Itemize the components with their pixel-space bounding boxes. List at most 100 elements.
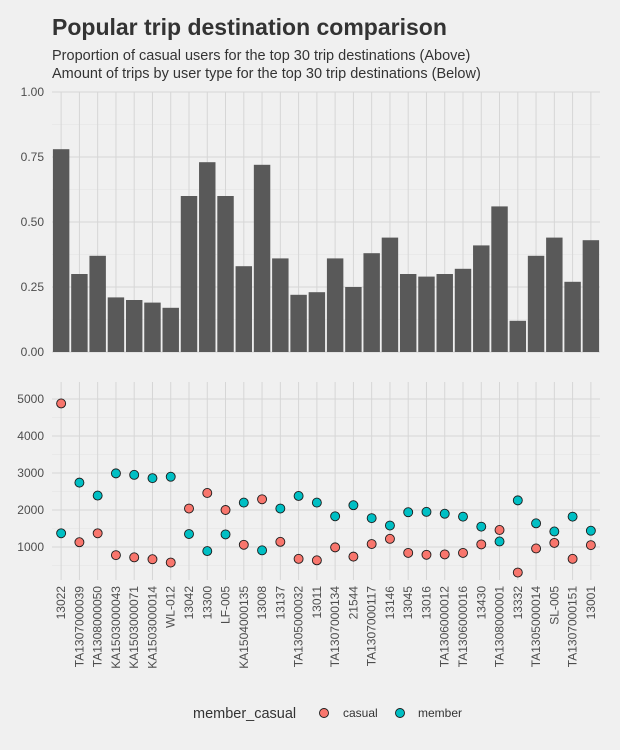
point-casual-SL-005 <box>549 537 560 548</box>
point-casual-13332 <box>512 567 523 578</box>
point-casual-13146 <box>384 533 395 544</box>
point-casual-TA1308000050 <box>92 528 103 539</box>
bar-TA1306000012 <box>436 274 453 352</box>
point-member-TA1308000050 <box>92 490 103 501</box>
x-tick-label: TA1307000117 <box>365 586 379 667</box>
x-tick-label: KA1503000014 <box>145 586 159 669</box>
point-member-13011 <box>311 497 322 508</box>
bar-TA1308000001 <box>491 206 508 352</box>
legend: member_casual casual member <box>193 706 462 722</box>
x-tick-label: TA1308000050 <box>91 586 105 668</box>
point-member-13146 <box>384 520 395 531</box>
point-member-SL-005 <box>549 526 560 537</box>
x-tick-label: 21544 <box>346 586 360 620</box>
bar-TA1307000151 <box>564 281 581 352</box>
x-tick-label: 13016 <box>419 586 433 620</box>
x-tick-label: KA1503000043 <box>109 586 123 669</box>
point-member-TA1307000134 <box>330 511 341 522</box>
point-member-TA1307000151 <box>567 511 578 522</box>
bottom-y-tick-label: 1000 <box>17 540 44 554</box>
bar-13022 <box>52 149 70 352</box>
bar-13042 <box>180 196 198 352</box>
x-tick-label: KA1503000071 <box>127 586 141 669</box>
x-tick-label: 13045 <box>401 586 415 620</box>
point-member-TA1307000039 <box>74 477 85 488</box>
point-member-21544 <box>348 500 359 511</box>
point-casual-KA1503000043 <box>110 550 121 561</box>
point-casual-13022 <box>56 398 67 409</box>
point-member-TA1306000012 <box>439 508 450 519</box>
x-tick-label: 13011 <box>310 586 324 619</box>
bottom-gridlines <box>52 382 600 580</box>
top-y-tick-label: 0.50 <box>21 215 45 229</box>
point-casual-13016 <box>421 549 432 560</box>
bar-13137 <box>272 258 289 352</box>
bar-TA1306000016 <box>454 268 472 352</box>
point-member-KA1503000043 <box>110 468 121 479</box>
bar-KA1503000014 <box>144 302 161 352</box>
point-casual-TA1307000151 <box>567 553 578 564</box>
point-casual-13045 <box>403 547 414 558</box>
chart-subtitle-line-2: Amount of trips by user type for the top… <box>52 66 481 82</box>
top-y-tick-label: 0.00 <box>21 345 45 359</box>
point-member-LF-005 <box>220 529 231 540</box>
x-tick-label: 13022 <box>54 586 68 620</box>
point-member-TA1307000117 <box>366 513 377 524</box>
bar-21544 <box>345 287 362 352</box>
bottom-panel-dot-chart: 1000 2000 3000 4000 5000 13022 TA1307000039 TA1… <box>17 382 600 669</box>
point-casual-TA1305000032 <box>293 553 304 564</box>
point-casual-13011 <box>311 555 322 566</box>
x-tick-label: TA1307000134 <box>328 586 342 668</box>
chart-title: Popular trip destination comparison <box>52 14 447 40</box>
point-casual-13430 <box>476 539 487 550</box>
bar-13332 <box>509 320 527 352</box>
point-member-13016 <box>421 506 432 517</box>
bar-TA1305000014 <box>527 255 545 352</box>
chart-subtitle-line-1: Proportion of casual users for the top 3… <box>52 48 471 64</box>
point-casual-TA1307000039 <box>74 537 85 548</box>
bottom-y-tick-label: 5000 <box>17 392 44 406</box>
point-member-WL-012 <box>165 471 176 482</box>
point-member-TA1308000001 <box>494 536 505 547</box>
point-casual-WL-012 <box>165 557 176 568</box>
bar-13008 <box>253 164 271 352</box>
x-tick-label: TA1306000012 <box>438 586 452 668</box>
bar-13011 <box>308 292 326 352</box>
point-member-13332 <box>512 495 523 506</box>
point-casual-TA1307000117 <box>366 539 377 549</box>
x-tick-label: 13042 <box>182 586 196 620</box>
point-casual-KA1503000014 <box>147 554 158 565</box>
point-member-13430 <box>476 521 487 532</box>
bar-13016 <box>418 276 435 352</box>
legend-label-member: member <box>418 706 462 720</box>
point-member-KA1503000071 <box>129 469 140 480</box>
bottom-y-tick-label: 3000 <box>17 466 44 480</box>
point-member-TA1305000014 <box>531 518 542 529</box>
point-member-13045 <box>403 507 414 518</box>
top-y-tick-label: 0.75 <box>21 150 45 164</box>
point-casual-TA1306000016 <box>458 547 468 558</box>
point-member-13137 <box>275 503 286 514</box>
top-y-tick-label: 1.00 <box>21 85 45 99</box>
point-casual-TA1307000134 <box>330 542 341 553</box>
x-tick-label: 13137 <box>273 586 287 620</box>
x-tick-label: 13332 <box>511 586 525 620</box>
point-member-TA1305000032 <box>293 490 304 501</box>
point-casual-13137 <box>275 536 286 547</box>
top-y-tick-label: 0.25 <box>21 280 45 294</box>
bar-13146 <box>381 237 399 352</box>
point-casual-13008 <box>257 494 268 505</box>
bottom-y-tick-label: 4000 <box>17 429 44 443</box>
point-member-13300 <box>202 546 213 557</box>
bar-13001 <box>582 240 600 352</box>
x-tick-label: TA1307000151 <box>566 586 580 668</box>
x-tick-label: 13430 <box>474 586 488 620</box>
x-tick-label: 13300 <box>200 586 214 620</box>
x-tick-label: TA1307000039 <box>72 586 86 668</box>
bar-TA1307000039 <box>71 274 88 352</box>
point-member-13001 <box>585 525 596 536</box>
point-casual-TA1305000014 <box>531 543 542 554</box>
point-casual-TA1306000012 <box>439 549 450 560</box>
